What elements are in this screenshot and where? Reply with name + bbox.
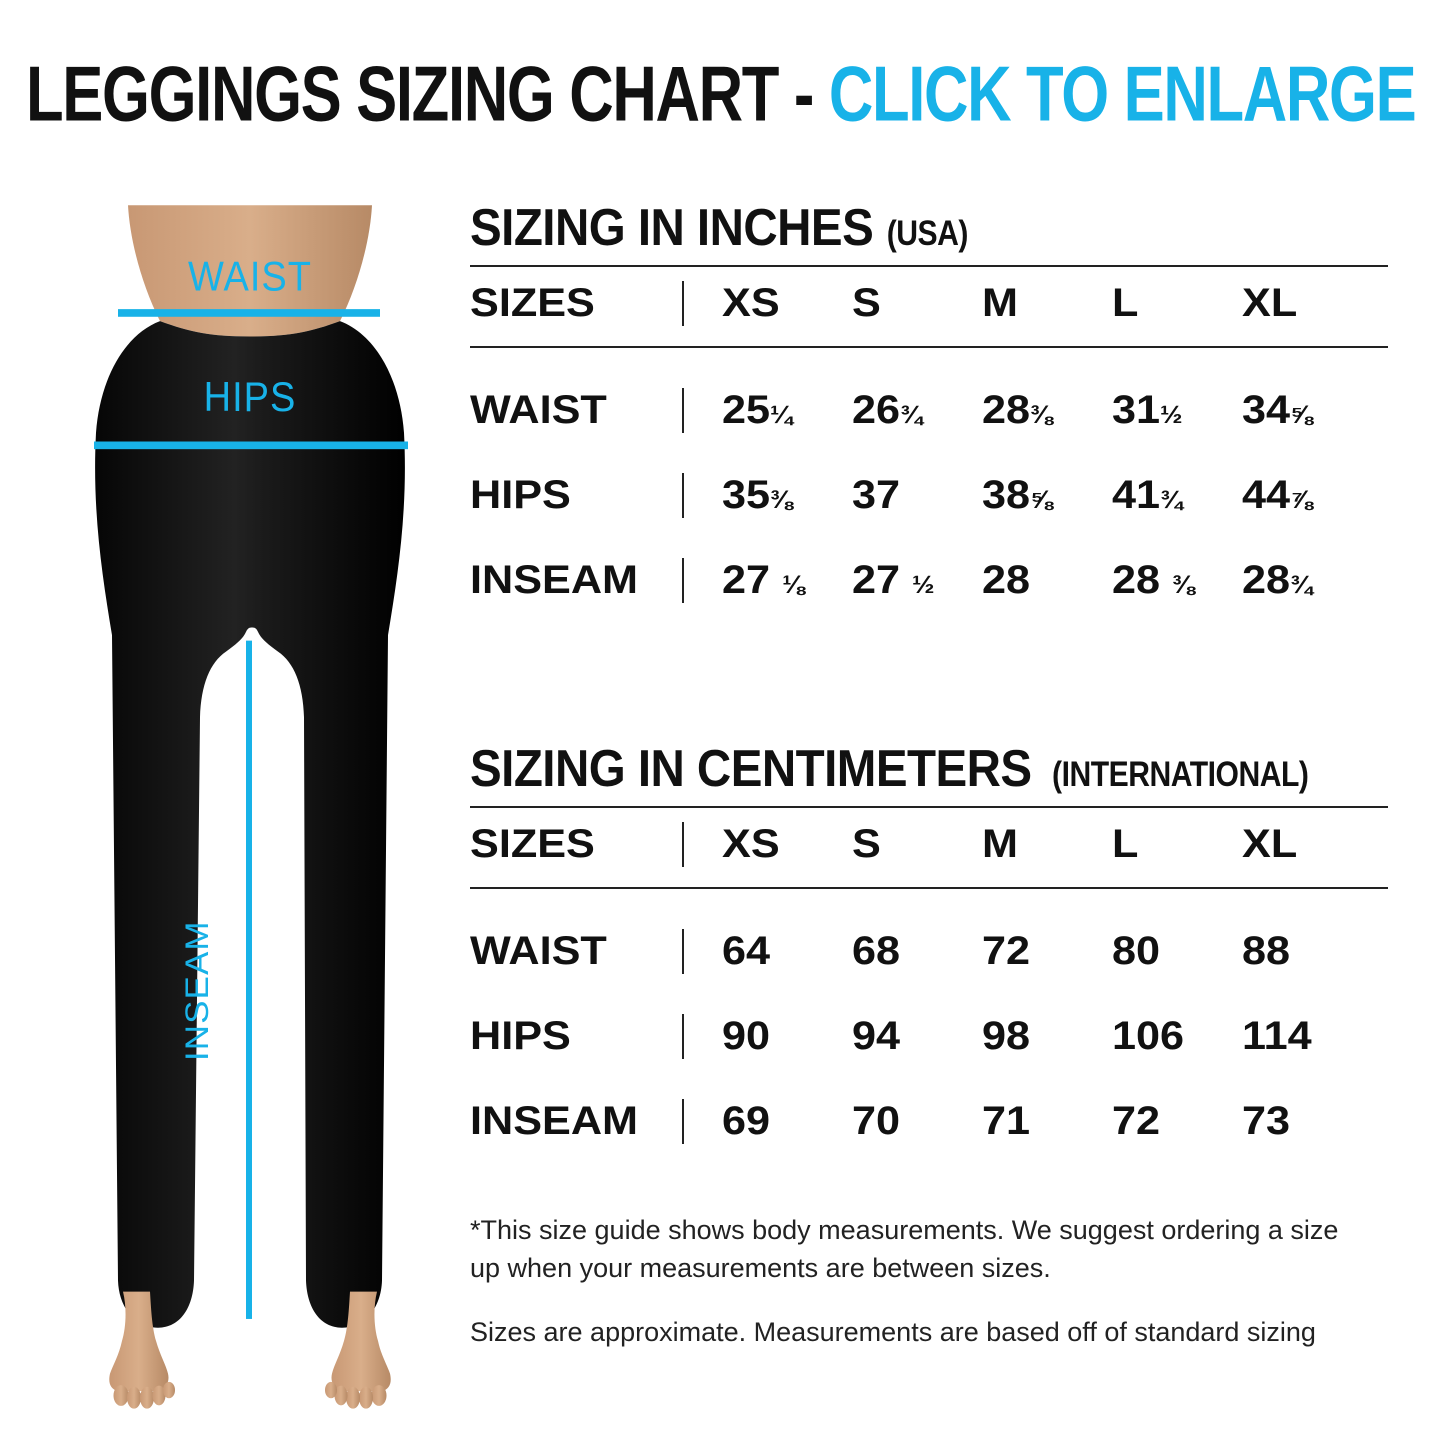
svg-text:HIPS: HIPS bbox=[204, 374, 297, 420]
svg-text:WAIST: WAIST bbox=[188, 254, 312, 300]
svg-text:INSEAM: INSEAM bbox=[180, 920, 215, 1061]
